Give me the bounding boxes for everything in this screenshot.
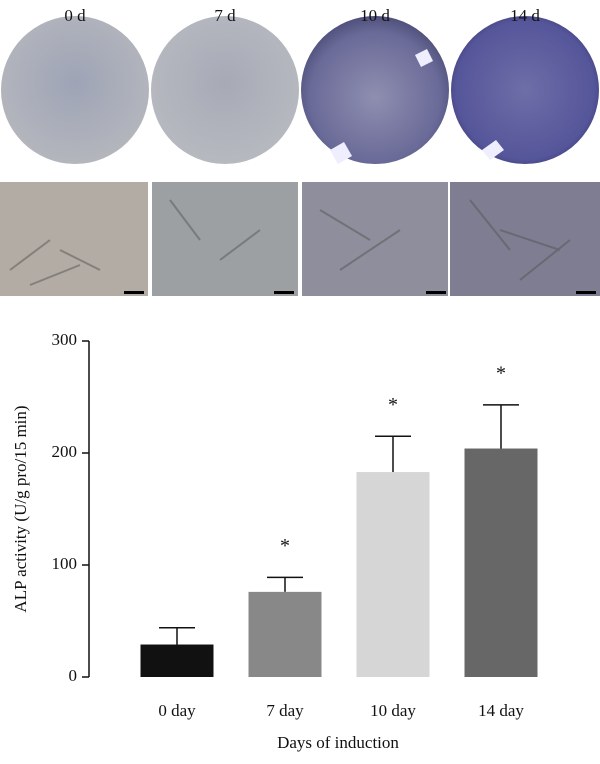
significance-mark: * [388,394,398,416]
scale-bar [426,291,446,294]
glare [415,49,433,67]
image-label: 7 d [214,6,236,25]
x-axis-label: Days of induction [277,733,399,752]
x-tick-label: 14 day [478,701,524,720]
micrograph [152,182,298,296]
micrographs [0,182,600,296]
image-label: 10 d [360,6,390,25]
dish-photos [1,16,599,164]
significance-mark: * [496,362,506,384]
dish [301,16,449,164]
significance-mark: * [280,535,290,557]
bar [356,472,430,677]
scale-bar [124,291,144,294]
image-label: 0 d [64,6,86,25]
dish [151,16,299,164]
micrograph [0,182,148,296]
y-tick-label: 0 [69,666,78,685]
y-axis-label: ALP activity (U/g pro/15 min) [11,405,30,612]
image-label: 14 d [510,6,540,25]
bar [464,448,538,677]
y-tick-label: 200 [52,442,78,461]
dish [451,16,599,164]
micrograph [302,182,448,296]
glare [482,140,504,160]
y-tick-label: 100 [52,554,78,573]
scale-bar [274,291,294,294]
glare [330,142,352,164]
y-tick-label: 300 [52,330,78,349]
bar [140,644,214,677]
x-tick-label: 0 day [158,701,196,720]
scale-bar [576,291,596,294]
dish [1,16,149,164]
x-tick-label: 7 day [266,701,304,720]
texture [9,199,571,286]
bar [248,591,322,677]
x-tick-label: 10 day [370,701,416,720]
